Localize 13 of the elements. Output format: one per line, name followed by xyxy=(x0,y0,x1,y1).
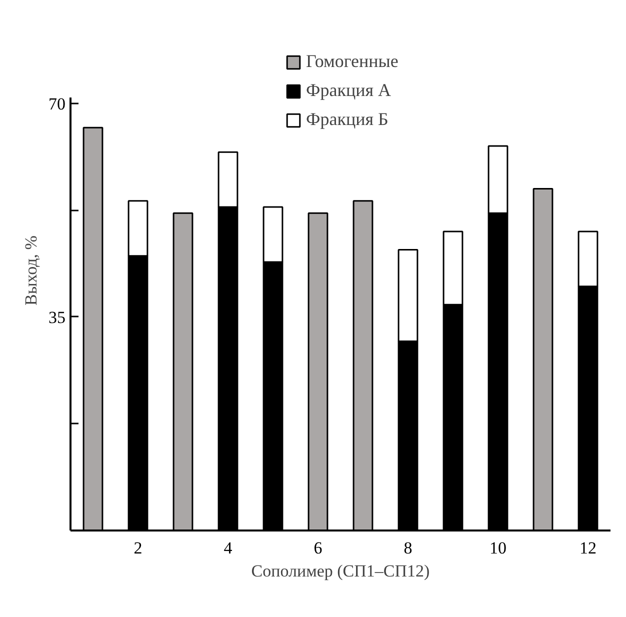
y-axis-title: Выход, % xyxy=(22,236,40,306)
legend-label: Фракция А xyxy=(306,80,391,101)
y-tick-label: 35 xyxy=(48,308,66,327)
x-tick-label: 4 xyxy=(224,538,233,558)
x-tick-label: 6 xyxy=(314,538,322,558)
legend-label: Фракция Б xyxy=(306,109,388,130)
x-tick-label: 10 xyxy=(490,538,506,558)
x-axis-title: Сополимер (СП1–СП12) xyxy=(251,562,430,580)
x-tick-label: 12 xyxy=(580,538,596,558)
x-tick-label: 8 xyxy=(404,538,412,558)
x-tick-label: 2 xyxy=(134,538,142,558)
legend-label: Гомогенные xyxy=(306,51,398,72)
y-tick-label: 70 xyxy=(48,94,66,114)
